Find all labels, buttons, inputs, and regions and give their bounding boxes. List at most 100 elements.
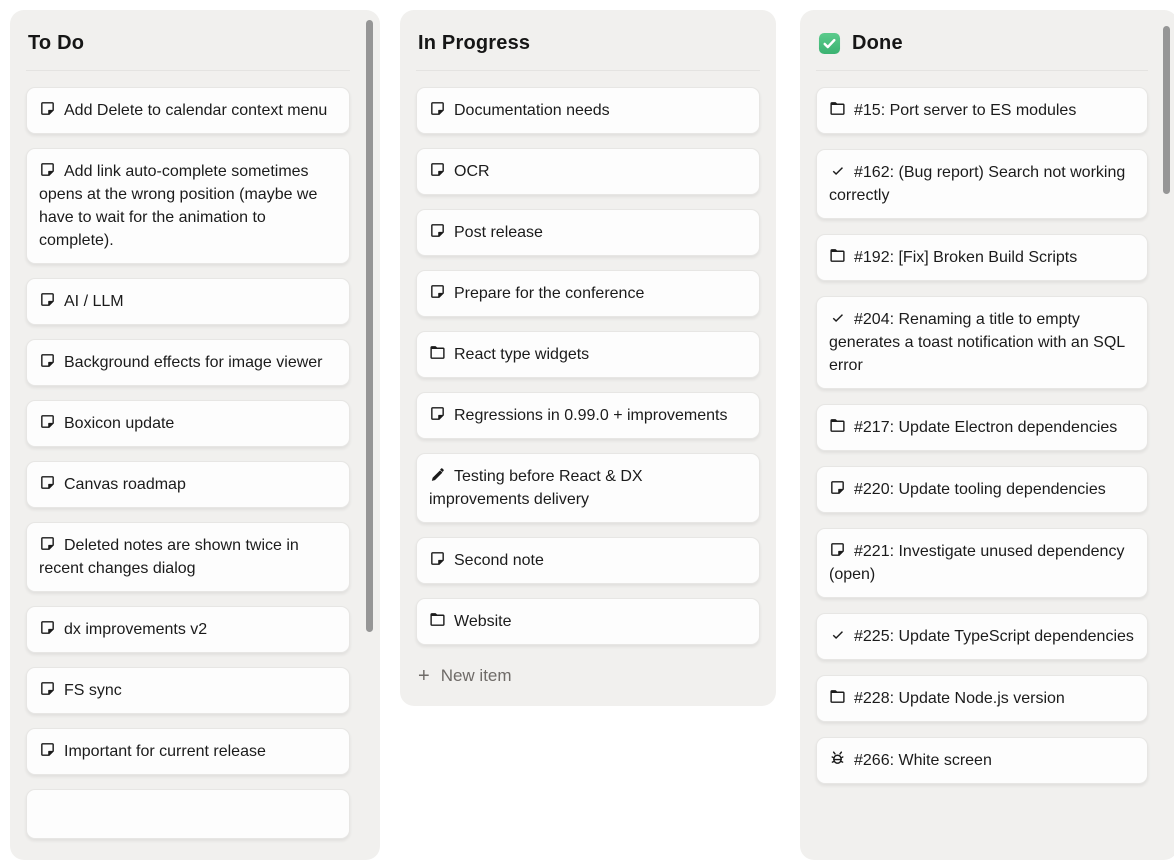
folder-icon <box>830 690 845 703</box>
card[interactable]: #192: [Fix] Broken Build Scripts <box>816 234 1148 281</box>
card[interactable]: Background effects for image viewer <box>26 339 350 386</box>
card-text: #162: (Bug report) Search not working co… <box>829 164 1126 204</box>
card-text: #15: Port server to ES modules <box>854 102 1077 119</box>
card-text: #204: Renaming a title to empty generate… <box>829 311 1125 374</box>
check-icon <box>832 314 843 323</box>
card[interactable]: Second note <box>416 537 760 584</box>
note-icon <box>41 537 54 550</box>
card[interactable]: #228: Update Node.js version <box>816 675 1148 722</box>
card[interactable]: OCR <box>416 148 760 195</box>
folder-icon <box>830 419 845 432</box>
card[interactable]: Add Delete to calendar context menu <box>26 87 350 134</box>
column-title: Done <box>852 32 903 54</box>
card-text: Prepare for the conference <box>454 285 645 302</box>
card-text: Testing before React & DX improvements d… <box>429 468 643 508</box>
card-text: #228: Update Node.js version <box>854 690 1065 707</box>
column-todo: To Do Add Delete to calendar context menu… <box>10 10 380 860</box>
card[interactable]: #220: Update tooling dependencies <box>816 466 1148 513</box>
folder-icon <box>830 249 845 262</box>
column-in-progress: In Progress Documentation needs OCR Post re… <box>400 10 776 706</box>
scrollbar-thumb[interactable] <box>366 20 373 632</box>
note-icon <box>431 552 444 565</box>
card-text: Boxicon update <box>64 415 175 432</box>
card-text: FS sync <box>64 682 122 699</box>
card-text: OCR <box>454 163 490 180</box>
folder-icon <box>430 613 445 626</box>
card[interactable]: #266: White screen <box>816 737 1148 784</box>
card-text: Documentation needs <box>454 102 610 119</box>
note-icon <box>41 415 54 428</box>
card-text: #220: Update tooling dependencies <box>854 481 1106 498</box>
card-text: #221: Investigate unused dependency (ope… <box>829 543 1125 583</box>
card[interactable]: React type widgets <box>416 331 760 378</box>
card[interactable]: Deleted notes are shown twice in recent … <box>26 522 350 592</box>
note-icon <box>41 163 54 176</box>
card[interactable]: dx improvements v2 <box>26 606 350 653</box>
card-text: #266: White screen <box>854 752 992 769</box>
card-list: Add Delete to calendar context menu Add l… <box>26 71 350 839</box>
card-text: Canvas roadmap <box>64 476 186 493</box>
card-text: #217: Update Electron dependencies <box>854 419 1118 436</box>
note-icon <box>431 163 444 176</box>
folder-icon <box>430 346 445 359</box>
card-text: Regressions in 0.99.0 + improvements <box>454 407 728 424</box>
column-title: In Progress <box>418 32 531 54</box>
card[interactable]: Canvas roadmap <box>26 461 350 508</box>
card[interactable]: #162: (Bug report) Search not working co… <box>816 149 1148 219</box>
card-text: Add link auto-complete sometimes opens a… <box>39 163 318 249</box>
card[interactable]: Website <box>416 598 760 645</box>
card-text: #192: [Fix] Broken Build Scripts <box>854 249 1078 266</box>
card-list: Documentation needs OCR Post release Prepar… <box>416 71 760 645</box>
plus-icon: + <box>418 665 430 687</box>
card[interactable]: Prepare for the conference <box>416 270 760 317</box>
card-text: Background effects for image viewer <box>64 354 323 371</box>
card[interactable]: Post release <box>416 209 760 256</box>
check-icon <box>832 631 843 640</box>
card[interactable]: Important for current release <box>26 728 350 775</box>
note-icon <box>41 293 54 306</box>
note-icon <box>831 543 844 556</box>
new-item-button[interactable]: + New item <box>418 666 512 686</box>
check-icon <box>832 167 843 176</box>
column-done: Done #15: Port server to ES modules #162: … <box>800 10 1174 860</box>
card-text: Website <box>454 613 512 630</box>
note-icon <box>41 354 54 367</box>
card[interactable]: Documentation needs <box>416 87 760 134</box>
column-header: To Do <box>26 24 350 71</box>
done-checkbox-icon <box>818 32 841 55</box>
card-text: Important for current release <box>64 743 266 760</box>
column-header: Done <box>816 24 1148 71</box>
card[interactable]: FS sync <box>26 667 350 714</box>
card-text: #225: Update TypeScript dependencies <box>854 628 1134 645</box>
card[interactable]: Testing before React & DX improvements d… <box>416 453 760 523</box>
note-icon <box>41 102 54 115</box>
card[interactable]: #221: Investigate unused dependency (ope… <box>816 528 1148 598</box>
card[interactable] <box>26 789 350 839</box>
card[interactable]: #225: Update TypeScript dependencies <box>816 613 1148 660</box>
card-text: AI / LLM <box>64 293 124 310</box>
scrollbar-thumb[interactable] <box>1163 26 1170 194</box>
card-text: Second note <box>454 552 544 569</box>
card[interactable]: AI / LLM <box>26 278 350 325</box>
card[interactable]: #217: Update Electron dependencies <box>816 404 1148 451</box>
card[interactable]: #204: Renaming a title to empty generate… <box>816 296 1148 389</box>
note-icon <box>431 224 444 237</box>
card[interactable]: Regressions in 0.99.0 + improvements <box>416 392 760 439</box>
note-icon <box>41 743 54 756</box>
note-icon <box>41 682 54 695</box>
note-icon <box>431 407 444 420</box>
column-header: In Progress <box>416 24 760 71</box>
column-title: To Do <box>28 32 85 54</box>
card-text: Deleted notes are shown twice in recent … <box>39 537 299 577</box>
note-icon <box>431 102 444 115</box>
card[interactable]: Add link auto-complete sometimes opens a… <box>26 148 350 264</box>
card[interactable]: #15: Port server to ES modules <box>816 87 1148 134</box>
card-text: React type widgets <box>454 346 590 363</box>
folder-icon <box>830 102 845 115</box>
card-text: Add Delete to calendar context menu <box>64 102 328 119</box>
note-icon <box>431 285 444 298</box>
card[interactable]: Boxicon update <box>26 400 350 447</box>
note-icon <box>831 481 844 494</box>
card-list: #15: Port server to ES modules #162: (Bug… <box>816 71 1148 784</box>
note-icon <box>41 621 54 634</box>
